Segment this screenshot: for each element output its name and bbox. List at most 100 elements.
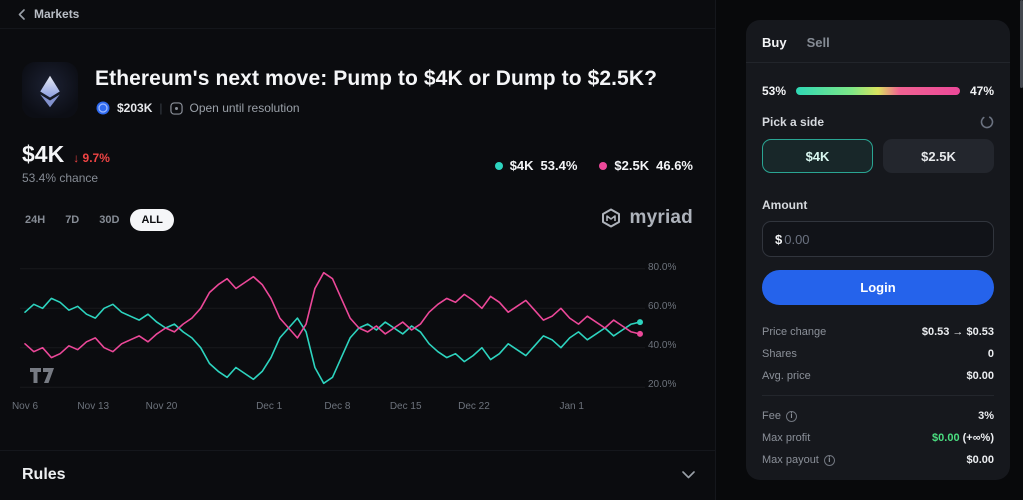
summary-value: 3% — [978, 410, 994, 422]
rules-accordion[interactable]: Rules — [22, 466, 695, 484]
market-meta: $203K | Open until resolution — [96, 101, 300, 115]
top-bar: Markets — [0, 0, 715, 29]
clock-icon — [169, 101, 183, 115]
outcome-4k-button[interactable]: $4K — [762, 139, 873, 173]
legend-label: $4K — [509, 158, 534, 173]
timeframe-all-button[interactable]: ALL — [130, 209, 174, 231]
x-axis-tick: Dec 8 — [324, 401, 351, 412]
price-chart-svg — [20, 268, 645, 388]
myriad-logo-icon — [602, 208, 621, 228]
tab-sell[interactable]: Sell — [806, 35, 830, 50]
myriad-brand: myriad — [601, 207, 693, 229]
chart-legend: $4K 53.4% $2.5K 46.6% — [494, 158, 693, 173]
odds-left: 53% — [762, 84, 787, 98]
x-axis-labels: Nov 6 Nov 13 Nov 20 Dec 1 Dec 8 Dec 15 Dec 22 J… — [12, 401, 645, 415]
fee-label: Fee — [762, 410, 781, 422]
market-main: Markets Ethereum's next move: Pump to $4… — [0, 0, 715, 484]
max-profit-suffix: (+∞%) — [962, 432, 994, 444]
price-change-badge: ↓ 9.7% — [73, 151, 110, 165]
timeframe-30d-button[interactable]: 30D — [90, 209, 128, 231]
tab-buy[interactable]: Buy — [762, 35, 787, 50]
meta-divider: | — [159, 101, 163, 115]
current-price: $4K — [22, 141, 65, 167]
amount-field: $ — [762, 221, 994, 257]
legend-value: 46.6% — [656, 158, 693, 173]
y-axis-tick: 20.0% — [648, 379, 677, 390]
pick-side-row: Pick a side — [762, 115, 994, 129]
amount-label: Amount — [762, 198, 808, 212]
timeframe-selector: 24H 7D 30D ALL — [16, 209, 174, 231]
summary-row-avg-price: Avg. price $0.00 — [762, 370, 994, 382]
scrollbar-thumb[interactable] — [1020, 0, 1023, 88]
outcome-buttons: $4K $2.5K — [762, 139, 994, 173]
max-payout-label: Max payout — [762, 454, 819, 466]
info-icon[interactable] — [785, 410, 797, 422]
y-axis-tick: 80.0% — [648, 262, 677, 273]
legend-label: $2.5K — [614, 158, 650, 173]
max-profit-amount: $0.00 — [932, 432, 960, 444]
x-axis-tick: Nov 20 — [145, 401, 178, 412]
section-divider — [0, 450, 715, 451]
trade-sidebar: Buy Sell 53% 47% Pick a side $4K $2.5K A… — [715, 0, 1023, 500]
market-title: Ethereum's next move: Pump to $4K or Dum… — [95, 67, 658, 90]
summary-label: Max payout — [762, 454, 835, 466]
summary-label: Shares — [762, 348, 797, 360]
summary-label: Fee — [762, 410, 797, 422]
back-to-markets-button[interactable]: Markets — [18, 7, 79, 21]
legend-item-2-5k: $2.5K 46.6% — [599, 158, 693, 173]
pick-side-label: Pick a side — [762, 115, 825, 129]
price-change-value: 9.7% — [82, 151, 110, 165]
x-axis-tick: Dec 15 — [389, 401, 422, 412]
summary-label: Price change — [762, 326, 827, 338]
currency-prefix: $ — [775, 231, 783, 247]
summary-value: $0.53 → $0.53 — [921, 326, 994, 338]
summary-row-fee: Fee 3% — [762, 410, 994, 422]
summary-label: Avg. price — [762, 370, 811, 382]
summary-row-price-change: Price change $0.53 → $0.53 — [762, 326, 994, 338]
timeframe-7d-button[interactable]: 7D — [56, 209, 88, 231]
market-volume: $203K — [117, 101, 153, 115]
chevron-down-icon — [682, 471, 695, 479]
summary-value: $0.00 — [966, 454, 994, 466]
max-profit-label: Max profit — [762, 432, 811, 444]
back-label: Markets — [34, 7, 80, 21]
refresh-countdown-icon[interactable] — [980, 115, 994, 129]
ethereum-icon — [40, 75, 60, 108]
summary-value: $0.00 — [966, 370, 994, 382]
timeframe-24h-button[interactable]: 24H — [16, 209, 54, 231]
summary-row-max-payout: Max payout $0.00 — [762, 454, 994, 466]
trade-tabs: Buy Sell — [746, 20, 1010, 63]
tradingview-logo-icon[interactable] — [30, 368, 57, 388]
market-status: Open until resolution — [189, 101, 300, 115]
x-axis-tick: Jan 1 — [559, 401, 584, 412]
amount-input[interactable] — [784, 231, 981, 247]
chevron-left-icon — [18, 8, 25, 20]
legend-dot-pink — [599, 161, 608, 170]
token-coin-icon — [96, 101, 110, 115]
summary-row-max-profit: Max profit $0.00 (+∞%) — [762, 432, 994, 444]
summary-row-shares: Shares 0 — [762, 348, 994, 360]
card-divider — [762, 395, 994, 396]
odds-row: 53% 47% — [762, 84, 994, 98]
price-row: $4K ↓ 9.7% — [22, 141, 110, 168]
summary-value: $0.00 (+∞%) — [932, 432, 994, 444]
legend-dot-teal — [494, 161, 503, 170]
x-axis-tick: Nov 13 — [77, 401, 110, 412]
outcome-2-5k-button[interactable]: $2.5K — [883, 139, 994, 173]
info-icon[interactable] — [823, 454, 835, 466]
odds-right: 47% — [969, 84, 994, 98]
x-axis-tick: Dec 22 — [458, 401, 490, 412]
login-button[interactable]: Login — [762, 270, 994, 305]
x-axis-tick: Nov 6 — [11, 401, 39, 412]
y-axis-tick: 40.0% — [648, 340, 677, 351]
chance-label: 53.4% chance — [22, 171, 99, 185]
rules-title: Rules — [22, 466, 66, 483]
y-axis-tick: 60.0% — [648, 301, 677, 312]
legend-item-4k: $4K 53.4% — [494, 158, 578, 173]
trade-card: Buy Sell 53% 47% Pick a side $4K $2.5K A… — [746, 20, 1010, 480]
legend-value: 53.4% — [540, 158, 578, 173]
trade-summary: Price change $0.53 → $0.53 Shares 0 Avg.… — [762, 326, 994, 466]
market-avatar — [22, 62, 78, 118]
price-chart — [20, 253, 645, 403]
